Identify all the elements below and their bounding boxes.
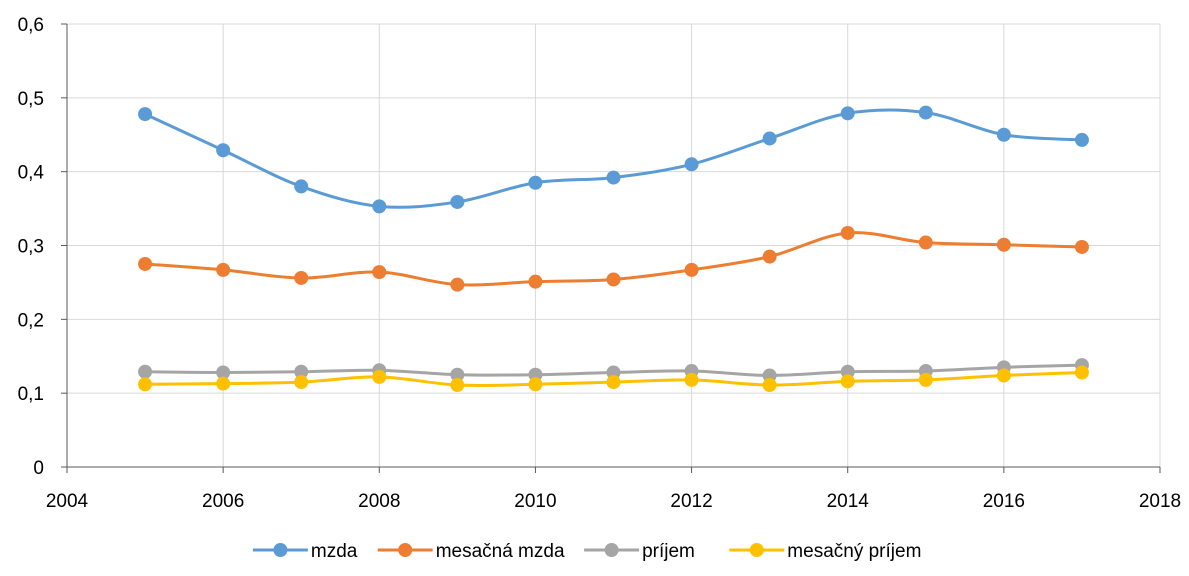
data-point [762,368,777,383]
data-point [528,274,543,289]
data-point [1074,239,1089,254]
series-line [143,108,1084,209]
data-point [918,105,933,120]
data-point [840,225,855,240]
legend-item: príjem [584,541,695,562]
data-point [450,277,465,292]
y-tick-label: 0,1 [18,384,44,405]
data-point [762,249,777,264]
data-point [996,368,1011,383]
legend-swatch-marker [273,543,288,557]
x-tick-label: 2010 [514,491,556,512]
y-tick-label: 0,4 [18,163,45,184]
data-point [528,377,543,392]
data-point [138,377,153,392]
data-point [138,256,153,271]
data-point [294,375,309,390]
x-tick-label: 2006 [202,491,244,512]
legend-item: mzda [252,541,358,562]
data-point [684,372,699,387]
data-point [372,265,387,280]
data-point [606,170,621,185]
data-point [762,131,777,146]
data-point [996,127,1011,142]
x-tick-label: 2004 [46,491,89,512]
series-lines [138,105,1089,393]
data-point [996,237,1011,252]
legend-label: mesačný príjem [787,541,921,562]
y-tick-label: 0,6 [18,15,44,36]
data-point [372,199,387,214]
data-point [606,365,621,380]
data-point [918,372,933,387]
x-tick-label: 2014 [827,491,870,512]
data-point [450,194,465,209]
legend-swatch-marker [604,543,619,557]
x-tick-label: 2008 [358,491,400,512]
legend-label: mzda [311,541,358,562]
data-point [528,367,543,382]
y-tick-label: 0,2 [18,310,44,331]
tick-labels: 0 0,1 0,2 0,3 0,4 0,5 0,6 2004 2006 2008 2010 2012 2… [18,15,1182,512]
data-point [528,175,543,190]
x-tick-label: 2018 [1139,491,1181,512]
data-point [450,378,465,393]
data-point [918,235,933,250]
data-point [840,106,855,121]
data-point [840,374,855,389]
data-point [216,262,231,277]
data-point [840,364,855,379]
y-tick-label: 0,5 [18,89,44,110]
x-tick-label: 2016 [983,491,1025,512]
data-point [606,375,621,390]
data-point [1074,365,1089,380]
legend: mzda mesačná mzda príjem mesačný príjem [252,541,921,562]
legend-label: mesačná mzda [436,541,565,562]
data-point [294,270,309,285]
series-3 [138,365,1089,393]
axes [61,23,1161,473]
y-tick-label: 0 [33,458,44,479]
data-point [294,179,309,194]
data-point [606,272,621,287]
data-point [216,365,231,380]
y-tick-label: 0,3 [18,237,44,258]
data-point [372,369,387,384]
data-point [294,364,309,379]
data-point [762,378,777,393]
data-point [216,143,231,158]
legend-swatch-marker [749,543,764,557]
data-point [684,157,699,172]
data-point [138,107,153,122]
series-0 [138,105,1089,214]
data-point [216,376,231,391]
data-point [138,364,153,379]
legend-item: mesačná mzda [377,541,565,562]
series-1 [138,225,1089,292]
legend-label: príjem [642,541,695,562]
legend-swatch-marker [398,543,413,557]
x-tick-label: 2012 [670,491,712,512]
data-point [1074,132,1089,147]
data-point [684,262,699,277]
legend-item: mesačný príjem [729,541,921,562]
gridlines [67,23,1161,467]
data-point [450,367,465,382]
